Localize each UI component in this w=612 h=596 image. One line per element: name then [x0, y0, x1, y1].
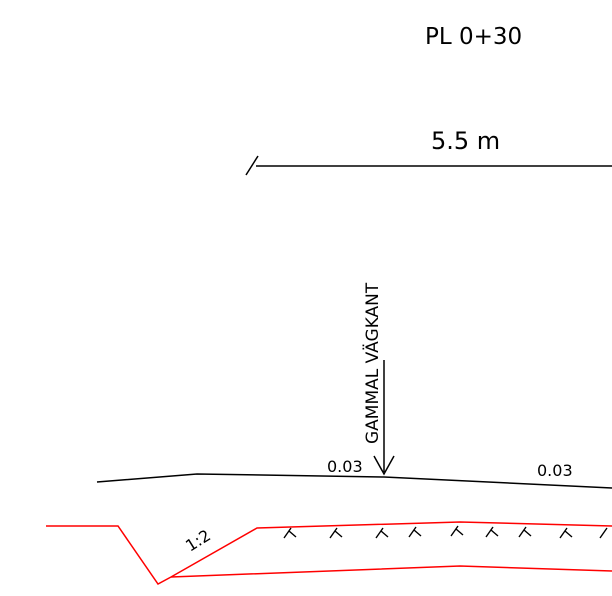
width-label: 5.5 m [431, 127, 500, 155]
hatch-mark [329, 527, 343, 539]
slope-label-left: 0.03 [327, 457, 363, 476]
existing-surface-line [96, 473, 612, 489]
design-ditch-line [46, 521, 612, 585]
old-edge-label: GAMMAL VÄGKANT [362, 282, 383, 444]
hatch-mark [408, 526, 422, 538]
ditch-slope-label: 1:2 [182, 526, 214, 556]
design-subgrade-line [170, 565, 612, 578]
old-edge-arrowhead [373, 455, 395, 476]
hatch-mark [518, 526, 532, 538]
hatch-mark [559, 527, 573, 539]
surface-hatch-symbols [283, 525, 608, 539]
slope-label-right: 0.03 [537, 461, 573, 480]
hatch-mark [283, 527, 297, 539]
hatch-mark [375, 527, 389, 539]
width-dimension-tick [245, 155, 259, 176]
hatch-mark [599, 527, 608, 539]
hatch-mark [485, 526, 499, 538]
hatch-mark [450, 525, 464, 537]
station-label: PL 0+30 [425, 24, 522, 50]
